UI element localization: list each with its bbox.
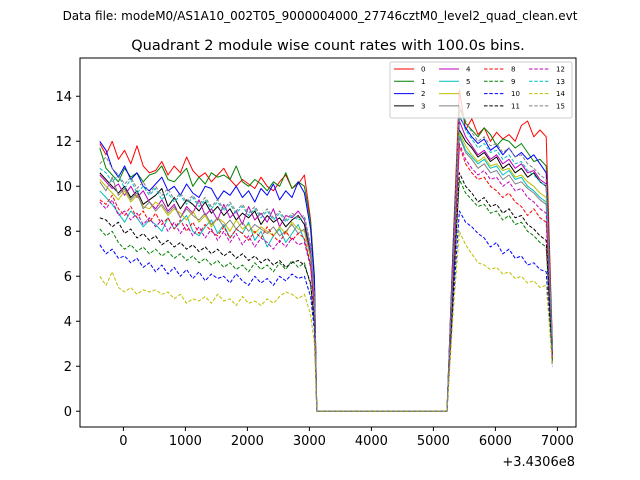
y-axis: 0 2 4 6 8 10 12 14 — [55, 90, 80, 420]
plot-area — [79, 57, 577, 428]
data-file-suptitle: Data file: modeM0/AS1A10_002T05_90000040… — [63, 9, 578, 23]
x-tick-label: 3000 — [293, 434, 326, 449]
x-tick-label: 7000 — [541, 434, 574, 449]
legend-label-14: 14 — [556, 90, 565, 98]
y-tick-label: 12 — [55, 135, 72, 150]
series-lines — [99, 89, 553, 412]
legend-label-9: 9 — [511, 78, 515, 86]
legend-label-5: 5 — [466, 78, 470, 86]
chart-title: Quadrant 2 module wise count rates with … — [131, 38, 525, 54]
x-tick-label: 4000 — [355, 434, 388, 449]
y-tick-label: 6 — [64, 270, 72, 285]
y-tick-label: 2 — [64, 360, 72, 375]
x-tick-label: 5000 — [417, 434, 450, 449]
series-line-10 — [99, 210, 553, 412]
legend-label-8: 8 — [511, 66, 515, 74]
y-tick-label: 10 — [55, 180, 72, 195]
x-axis: 0 1000 2000 3000 4000 5000 6000 7000 — [119, 427, 574, 449]
y-tick-label: 8 — [64, 225, 72, 240]
y-tick-label: 0 — [64, 405, 72, 420]
legend-label-6: 6 — [466, 90, 471, 98]
y-tick-label: 4 — [64, 315, 72, 330]
x-tick-label: 1000 — [169, 434, 202, 449]
x-tick-label: 0 — [119, 434, 127, 449]
series-line-8 — [99, 145, 553, 412]
legend-label-3: 3 — [421, 102, 425, 110]
legend-label-13: 13 — [556, 78, 565, 86]
y-tick-label: 14 — [55, 90, 72, 105]
legend-label-4: 4 — [466, 66, 471, 74]
legend-label-10: 10 — [511, 90, 520, 98]
legend-label-15: 15 — [556, 102, 565, 110]
series-line-11 — [99, 172, 553, 412]
legend-label-2: 2 — [421, 90, 425, 98]
x-axis-offset-label: +3.4306e8 — [502, 455, 575, 470]
x-tick-label: 2000 — [231, 434, 264, 449]
legend-label-11: 11 — [511, 102, 520, 110]
legend-label-1: 1 — [421, 78, 425, 86]
legend-box — [389, 61, 573, 119]
legend-label-12: 12 — [556, 66, 565, 74]
legend-label-7: 7 — [466, 102, 470, 110]
series-line-15 — [99, 104, 553, 412]
legend-label-0: 0 — [421, 66, 425, 74]
x-tick-label: 6000 — [479, 434, 512, 449]
